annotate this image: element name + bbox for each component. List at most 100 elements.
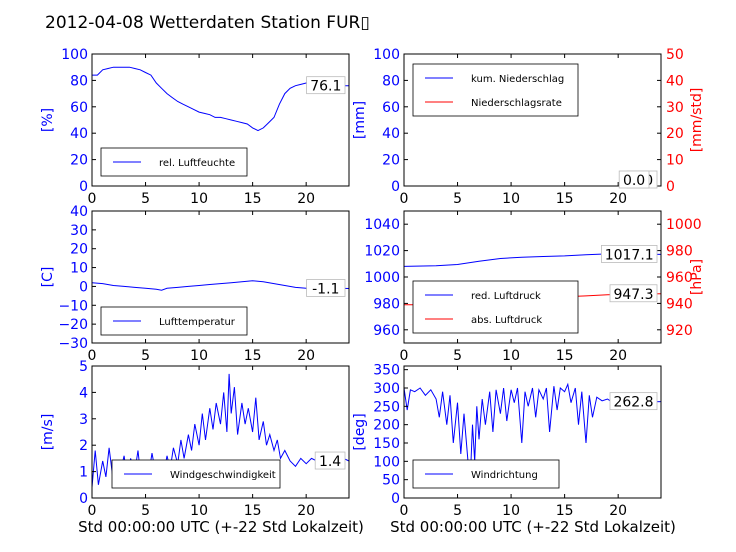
axes-frame <box>91 53 350 187</box>
x-tick-label: 15 <box>244 503 262 519</box>
subplot-5: 0 5 10 15 20 0 1 2 3 4 5 [m/s] 1.4 Windgeschwindigkei… <box>40 359 350 519</box>
x-tick-label: 15 <box>556 191 574 207</box>
legend-box <box>412 280 579 334</box>
y2-axis-label: [mm/std] <box>689 88 705 153</box>
y2-tick-label: 1000 <box>666 217 702 233</box>
y2-tick-label: 20 <box>666 126 684 142</box>
x-tick-label: 20 <box>609 503 627 519</box>
y-tick-label: 200 <box>373 418 400 434</box>
legend-label: Windrichtung <box>471 470 538 481</box>
y-tick-label: 60 <box>70 100 88 116</box>
y-axis-label: [C] <box>40 267 56 288</box>
xlabel-left: Std 00:00:00 UTC (+-22 Std Lokalzeit) <box>78 518 364 536</box>
current-value-box <box>609 392 658 411</box>
legend-label: kum. Niederschlag <box>471 74 564 85</box>
y-tick-label: 2 <box>79 438 88 454</box>
legend-label: abs. Luftdruck <box>471 315 542 326</box>
y-tick-label: 40 <box>382 126 400 142</box>
x-tick-label: 0 <box>88 191 97 207</box>
x-tick-label: 0 <box>88 348 97 364</box>
axes-frame <box>91 365 350 499</box>
subplot-4: 0 5 10 15 20 960 980 1000 1020 1040 920 940 960 980 10… <box>364 210 705 364</box>
x-tick-label: 20 <box>297 191 315 207</box>
y-tick-label: −20 <box>58 317 88 333</box>
y-tick-label: 1 <box>79 465 88 481</box>
subplot-2: 0 5 10 15 20 0 20 40 60 80 100 0 10 20 30 40 50 [mm] [mm/s… <box>352 47 705 207</box>
y2-tick-label: 980 <box>666 244 693 260</box>
x-tick-label: 10 <box>190 348 208 364</box>
subplot-3: 0 5 10 15 20 −30 −20 −10 0 10 20 30 40 [C] -1.1 Lufttem… <box>40 204 350 364</box>
y-tick-label: 350 <box>373 363 400 379</box>
x-tick-label: 5 <box>453 348 462 364</box>
x-tick-label: 15 <box>244 191 262 207</box>
y-tick-label: −30 <box>58 336 88 352</box>
x-tick-label: 20 <box>297 503 315 519</box>
y-tick-label: 4 <box>79 385 88 401</box>
xlabel-right: Std 00:00:00 UTC (+-22 Std Lokalzeit) <box>390 518 676 536</box>
subplot-6: 0 5 10 15 20050100150200250300350[deg]262.8W… <box>352 363 662 519</box>
series-line-1-1 <box>92 66 349 132</box>
axes-frame <box>403 365 662 499</box>
y-tick-label: 1020 <box>364 244 400 260</box>
y-tick-label: 60 <box>382 100 400 116</box>
legend-label: rel. Luftfeuchte <box>159 158 235 169</box>
series-line-3-1 <box>91 280 350 291</box>
x-tick-label: 10 <box>190 191 208 207</box>
x-tick-label: 0 <box>88 503 97 519</box>
x-tick-label: 20 <box>609 348 627 364</box>
current-value: 1017.1 <box>605 247 654 263</box>
series-line-6-1 <box>403 382 662 477</box>
y2-tick-label: 960 <box>666 270 693 286</box>
y-axis-label: [m/s] <box>40 414 56 451</box>
x-tick-label: 5 <box>141 503 150 519</box>
y-tick-label: 960 <box>373 323 400 339</box>
y2-tick-label: 940 <box>666 296 693 312</box>
axes-frame <box>91 210 350 344</box>
x-tick-label: 20 <box>297 348 315 364</box>
current-value2: 947.3 <box>613 287 653 303</box>
current-value: 262.8 <box>613 395 653 411</box>
y-axis-label: [deg] <box>352 413 368 450</box>
y-tick-label: −10 <box>58 298 88 314</box>
x-tick-label: 5 <box>453 503 462 519</box>
y-tick-label: 0 <box>79 491 88 507</box>
current-value-box <box>306 76 346 95</box>
x-tick-label: 0 <box>400 348 409 364</box>
y-tick-label: 150 <box>373 436 400 452</box>
x-tick-label: 10 <box>190 503 208 519</box>
current-value: -1.1 <box>312 282 339 298</box>
x-tick-label: 5 <box>141 348 150 364</box>
legend-label: Lufttemperatur <box>159 317 236 328</box>
x-tick-label: 10 <box>502 503 520 519</box>
axes-frame <box>403 53 662 187</box>
x-tick-label: 0 <box>400 503 409 519</box>
current-value2-box <box>618 170 650 189</box>
y2-tick-label: 920 <box>666 323 693 339</box>
y-tick-label: 40 <box>70 204 88 220</box>
y-tick-label: 300 <box>373 381 400 397</box>
y-tick-label: 250 <box>373 399 400 415</box>
y2-tick-label: 40 <box>666 73 684 89</box>
y-tick-label: 100 <box>373 47 400 63</box>
current-value: 76.1 <box>310 79 341 95</box>
y2-tick-label: 50 <box>666 47 684 63</box>
y-tick-label: 0 <box>391 491 400 507</box>
x-tick-label: 15 <box>556 503 574 519</box>
y2-tick-label: 10 <box>666 153 684 169</box>
y-tick-label: 0 <box>79 279 88 295</box>
x-tick-label: 5 <box>453 191 462 207</box>
y-tick-label: 80 <box>382 73 400 89</box>
current-value-box <box>601 245 658 263</box>
y-tick-label: 20 <box>382 153 400 169</box>
y-axis-label: [%] <box>40 108 56 132</box>
current-value2: 0.0 <box>623 173 645 189</box>
current-value2-box <box>609 284 658 303</box>
legend-box <box>412 63 579 117</box>
y-tick-label: 100 <box>61 47 88 63</box>
y-tick-label: 40 <box>70 126 88 142</box>
y-tick-label: 10 <box>70 261 88 277</box>
y2-tick-label: 30 <box>666 100 684 116</box>
x-tick-label: 0 <box>400 191 409 207</box>
y-tick-label: 0 <box>79 179 88 195</box>
